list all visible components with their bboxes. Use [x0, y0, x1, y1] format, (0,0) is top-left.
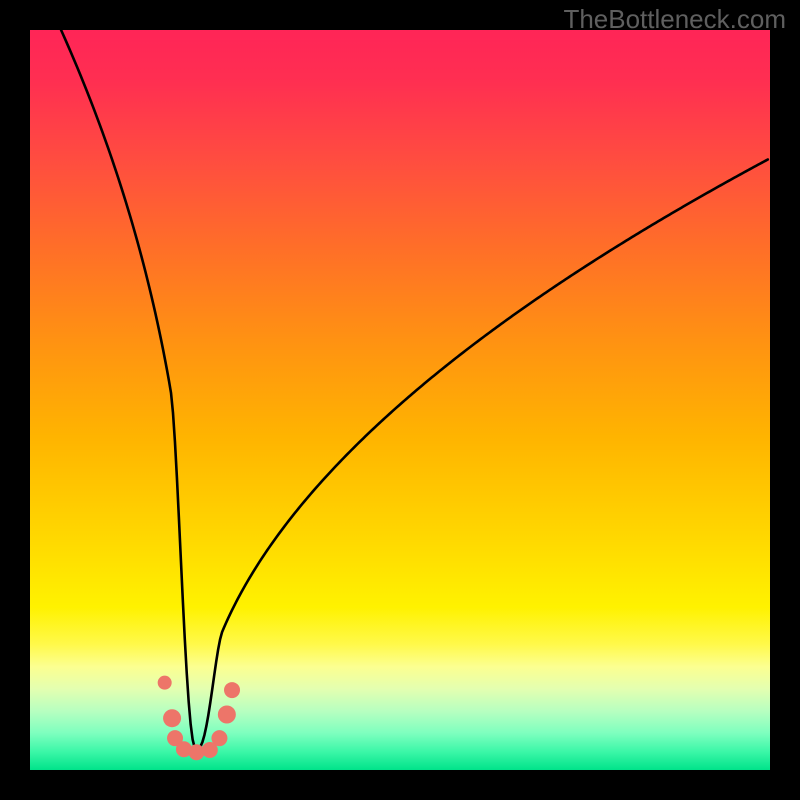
- trough-marker: [189, 744, 205, 760]
- trough-marker: [163, 709, 181, 727]
- trough-marker: [211, 730, 227, 746]
- trough-marker: [158, 676, 172, 690]
- trough-marker: [218, 706, 236, 724]
- trough-marker: [224, 682, 240, 698]
- gradient-background: [30, 30, 770, 770]
- chart-stage: TheBottleneck.com: [0, 0, 800, 800]
- plot-svg: [30, 30, 770, 770]
- plot-area: [30, 30, 770, 770]
- watermark-label: TheBottleneck.com: [563, 4, 786, 35]
